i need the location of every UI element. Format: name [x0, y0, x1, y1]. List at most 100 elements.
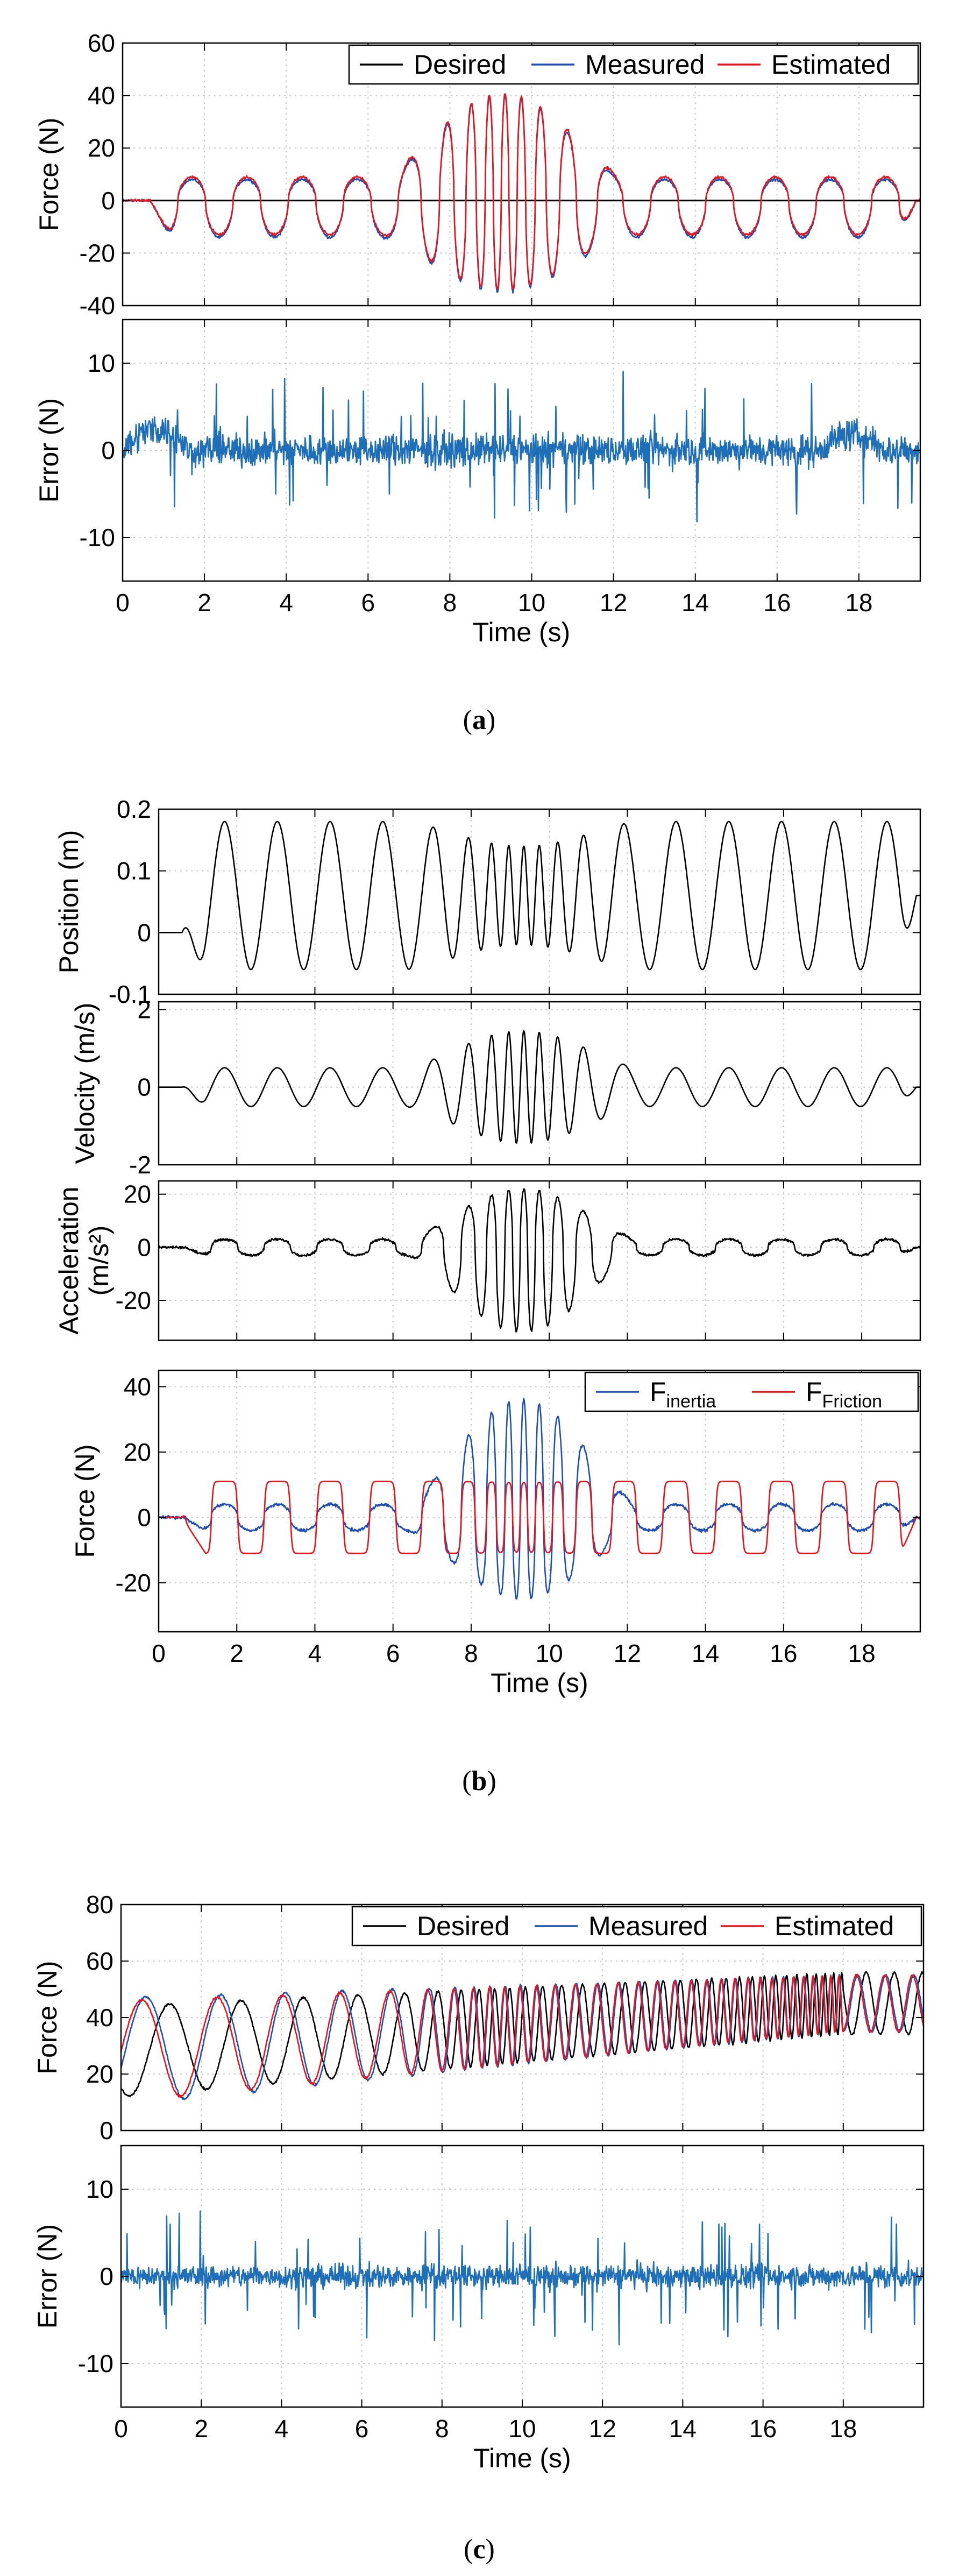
y-tick-label: 80: [86, 1891, 113, 1919]
series-layer: [159, 1188, 920, 1333]
y-axis-label: Force (N): [32, 1961, 62, 2074]
chart-a_error: 0 2 4 6 8 10 12 14 16 18 -10 0 10 Error (N) Time (s): [34, 319, 921, 647]
series-line-error: [123, 371, 920, 522]
y-tick-label: 0: [101, 187, 115, 215]
x-tick-label: 12: [589, 2415, 616, 2443]
chart-b_position: -0.1 0 0.1 0.2 Position (m): [54, 795, 921, 1008]
y-tick-label: 20: [86, 2060, 113, 2088]
legend-label-measured: Measured: [588, 1911, 708, 1941]
x-tick-label: 18: [829, 2415, 857, 2443]
x-tick-label: 4: [279, 589, 293, 617]
y-tick-label: 2: [137, 995, 151, 1023]
y-tick-label: 0: [100, 2117, 113, 2145]
y-tick-label: 20: [124, 1180, 151, 1208]
svg-text:(a): (a): [463, 705, 496, 735]
x-tick-label: 4: [275, 2415, 289, 2443]
panel-label-b-letter: b: [472, 1766, 487, 1796]
x-tick-label: 8: [464, 1639, 478, 1667]
legend-label-estimated: Estimated: [771, 49, 891, 80]
x-tick-label: 18: [848, 1639, 875, 1667]
y-tick-label: 0: [137, 918, 151, 946]
series-line-f-friction: [159, 1481, 920, 1554]
x-tick-label: 12: [614, 1639, 641, 1667]
legend-label-estimated: Estimated: [775, 1911, 894, 1941]
x-tick-label: 14: [681, 589, 709, 617]
x-tick-label: 2: [230, 1639, 244, 1667]
y-tick-label: -20: [116, 1286, 151, 1314]
x-tick-label: 14: [692, 1639, 719, 1667]
y-axis-label: Position (m): [54, 830, 84, 974]
series-line-position: [159, 820, 920, 971]
chart-c_force: 0 20 40 60 80 Force (N) Desired Measured Estimat…: [32, 1891, 925, 2145]
x-tick-label: 0: [116, 589, 130, 617]
series-layer: [159, 820, 920, 971]
y-tick-label: -10: [80, 523, 115, 551]
series-line-error: [121, 2210, 924, 2346]
y-tick-label: -20: [116, 1569, 151, 1597]
legend-label-desired: Desired: [417, 1911, 509, 1941]
x-tick-label: 0: [152, 1639, 166, 1667]
axes-frame: [158, 1369, 921, 1633]
y-tick-label: -2: [129, 1151, 151, 1179]
y-tick-label: 40: [124, 1372, 151, 1400]
panel-label-c-letter: c: [473, 2534, 485, 2565]
series-layer: [121, 1971, 924, 2100]
x-tick-label: 12: [600, 589, 627, 617]
x-tick-label: 16: [749, 2415, 777, 2443]
y-tick-label: -20: [80, 239, 115, 267]
chart-b_acceleration: -20 0 20 Acceleration (m/s²): [54, 1180, 921, 1341]
x-tick-label: 4: [308, 1639, 322, 1667]
x-tick-label: 2: [197, 589, 211, 617]
y-tick-label: 20: [88, 134, 115, 162]
panel-label-a: (a): [463, 705, 496, 735]
series-layer: [123, 371, 920, 522]
x-tick-label: 0: [114, 2415, 128, 2443]
y-tick-label: 20: [124, 1438, 151, 1466]
y-tick-label: -10: [78, 2349, 113, 2377]
y-tick-label: 60: [88, 29, 115, 57]
chart-b_velocity: -2 0 2 Velocity (m/s): [70, 995, 921, 1179]
x-axis-label: Time (s): [491, 1668, 588, 1698]
x-tick-label: 10: [536, 1639, 563, 1667]
chart-c_error: 0 2 4 6 8 10 12 14 16 18 -10 0 10 Error (N) Time (s): [32, 2145, 925, 2473]
y-axis-label: Force (N): [34, 117, 64, 231]
axes-frame: [158, 1180, 921, 1341]
legend: Finertia FFriction: [584, 1371, 919, 1412]
panel-label-b: (b): [462, 1766, 496, 1796]
y-axis-label: Acceleration: [54, 1186, 84, 1334]
y-tick-label: 10: [88, 349, 115, 377]
series-line-velocity: [159, 1030, 920, 1144]
x-tick-label: 10: [518, 589, 545, 617]
x-tick-label: 16: [770, 1639, 797, 1667]
series-line-f-inertia: [159, 1398, 920, 1600]
svg-text:(c): (c): [464, 2534, 495, 2565]
y-tick-label: 0: [100, 2262, 113, 2290]
x-tick-label: 2: [194, 2415, 208, 2443]
series-line-estimated: [123, 93, 920, 290]
legend: Desired Measured Estimated: [348, 44, 919, 85]
y-tick-label: 40: [88, 82, 115, 110]
y-axis-label: Error (N): [32, 2224, 62, 2329]
y-tick-label: 0.1: [117, 857, 151, 885]
legend-box: [584, 1371, 919, 1412]
x-tick-label: 8: [435, 2415, 449, 2443]
legend: Desired Measured Estimated: [351, 1906, 922, 1947]
y-tick-label: 60: [86, 1947, 113, 1975]
y-tick-label: -0.1: [109, 980, 151, 1008]
x-tick-label: 6: [361, 589, 375, 617]
y-axis-label-units: (m/s²): [84, 1226, 114, 1296]
y-tick-label: 0: [137, 1503, 151, 1531]
series-layer: [121, 2210, 924, 2346]
x-axis-label: Time (s): [473, 2443, 571, 2473]
series-line-estimated: [121, 1973, 924, 2098]
y-tick-label: 0.2: [117, 795, 151, 823]
x-tick-label: 14: [669, 2415, 697, 2443]
y-tick-label: 0: [137, 1073, 151, 1101]
series-layer: [159, 1398, 920, 1600]
x-axis-label: Time (s): [473, 617, 570, 647]
axes-frame: [158, 808, 921, 995]
y-axis-label: Error (N): [34, 398, 64, 503]
y-axis-label: Velocity (m/s): [70, 1002, 100, 1164]
